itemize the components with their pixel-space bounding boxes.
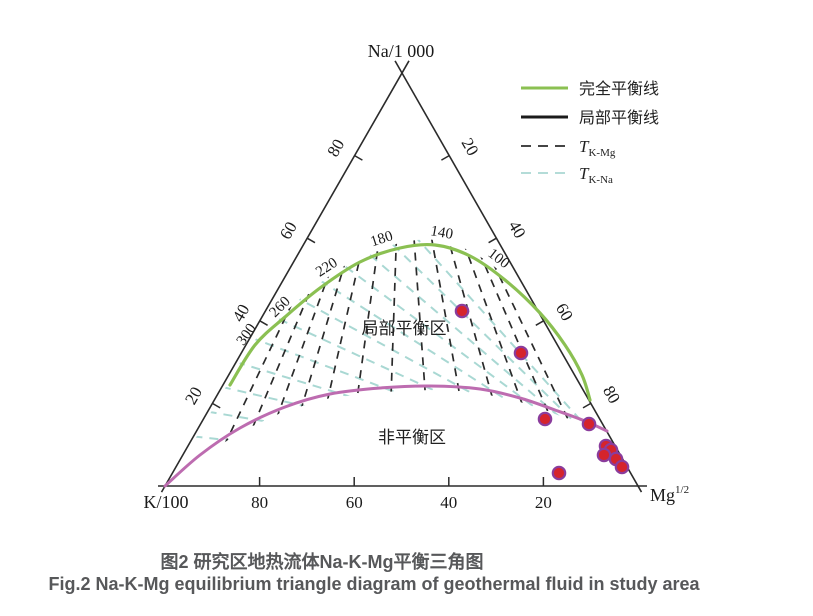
tkna-isotherm-line <box>320 239 607 485</box>
caption-english: Fig.2 Na-K-Mg equilibrium triangle diagr… <box>48 574 700 594</box>
tkmg-isotherm-line <box>277 239 403 487</box>
data-point <box>513 345 529 361</box>
na-axis-tick-label: 80 <box>323 136 348 160</box>
mg-axis-tick <box>582 402 592 409</box>
legend-label: 完全平衡线 <box>579 80 659 98</box>
tkna-isotherm-line <box>264 311 607 485</box>
tkna-isotherm-line <box>207 410 607 485</box>
na-axis-tick <box>354 154 363 161</box>
na-axis-tick-label: 20 <box>181 384 206 408</box>
tkmg-isotherm-line <box>251 239 403 487</box>
data-point <box>454 303 470 319</box>
na-axis-tick <box>259 320 268 326</box>
zone-label-non-equilibrium: 非平衡区 <box>378 428 446 447</box>
k-axis-tick-label: 60 <box>346 493 363 512</box>
triangle-right-edge <box>394 60 643 493</box>
data-point <box>596 447 612 463</box>
tkmg-isotherm-line <box>227 239 403 487</box>
legend-label: TK-Mg <box>579 137 616 159</box>
isotherm-temperature-label: 180 <box>369 228 395 250</box>
lower-boundary-curve <box>163 384 609 488</box>
mg-axis-tick-label: 20 <box>457 135 482 159</box>
mg-axis-tick <box>535 320 544 326</box>
tkmg-isotherm-line <box>204 239 403 487</box>
mg-axis-tick <box>488 237 497 244</box>
isotherm-temperature-label: 260 <box>267 294 294 321</box>
mg-axis-tick-label: 60 <box>552 300 577 324</box>
k-corner-label: K/100 <box>144 492 189 512</box>
caption-chinese: 图2 研究区地热流体Na-K-Mg平衡三角图 <box>160 552 484 572</box>
tkmg-isotherm-line <box>401 239 601 487</box>
tkna-isotherm-line <box>306 239 607 485</box>
tkmg-isotherm-line <box>401 239 477 487</box>
tkmg-isotherm-line <box>344 239 403 487</box>
data-point <box>551 465 567 481</box>
mg-axis-tick-label: 80 <box>599 383 624 407</box>
triangle-left-edge <box>160 60 410 493</box>
full-equilibrium-curve <box>228 242 592 402</box>
k-axis-tick-label: 80 <box>251 493 268 512</box>
data-point <box>614 459 630 475</box>
legend-label: 局部平衡线 <box>579 109 659 127</box>
isotherm-temperature-label: 140 <box>429 223 454 243</box>
na-axis-tick <box>306 237 316 244</box>
data-point <box>537 411 553 427</box>
zone-label-partial-equilibrium: 局部平衡区 <box>362 319 447 338</box>
na-axis-tick-label: 40 <box>229 301 254 325</box>
isotherm-lines <box>193 239 607 487</box>
mg-corner-label: Mg1/2 <box>650 484 689 505</box>
na-axis-tick-label: 60 <box>276 218 301 242</box>
na-axis-tick <box>212 402 221 409</box>
legend-label: TK-Na <box>579 164 613 186</box>
tkmg-isotherm-line <box>401 239 553 487</box>
k-axis-tick-label: 20 <box>535 493 552 512</box>
mg-axis-tick-label: 40 <box>505 217 530 241</box>
tkmg-isotherm-line <box>401 239 518 487</box>
na-apex-label: Na/1 000 <box>368 41 435 61</box>
mg-axis-tick <box>441 154 450 161</box>
k-axis-tick-label: 40 <box>440 493 457 512</box>
data-point <box>581 416 597 432</box>
